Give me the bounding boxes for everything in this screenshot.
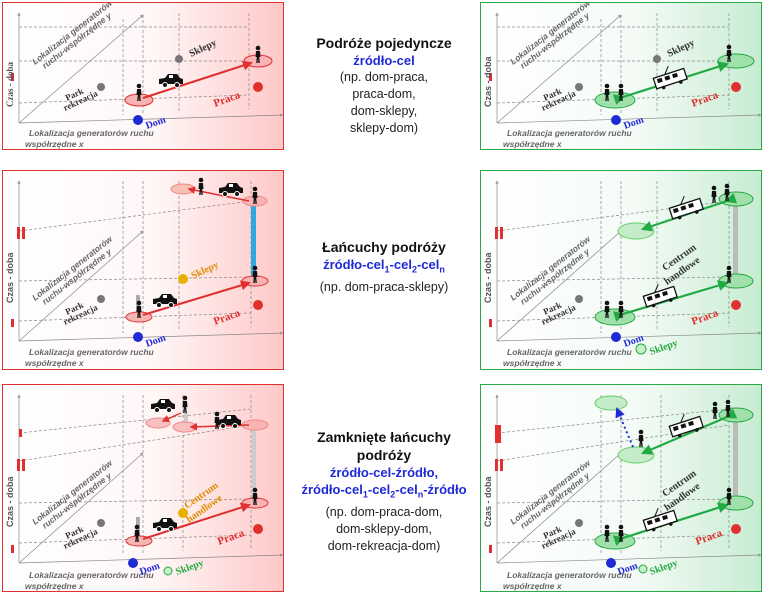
svg-text:Praca: Praca bbox=[690, 89, 720, 110]
svg-text:ruchu-współrzędne y: ruchu-współrzędne y bbox=[518, 10, 592, 71]
stay-bar-work bbox=[251, 201, 256, 283]
svg-text:Praca: Praca bbox=[216, 527, 246, 548]
svg-text:Sklepy: Sklepy bbox=[174, 558, 205, 578]
row3-desc-1: (np. dom-praca-dom, bbox=[325, 504, 443, 519]
row1-desc-1: (np. dom-praca, bbox=[339, 70, 429, 84]
axis-y-label-1: Lokalizacja generatorów bbox=[30, 3, 115, 67]
svg-text:Lokalizacja generatorów: Lokalizacja generatorów bbox=[508, 233, 593, 303]
row3-blue-2: źródło-cel1-cel2-celn-źródło bbox=[301, 482, 467, 500]
praca-marker: Praca bbox=[212, 82, 263, 110]
axis-x-label-2: współrzędne x bbox=[25, 139, 85, 149]
row2-description: Łańcuchy podróży źródło-cel1-cel2-celn (… bbox=[292, 238, 476, 296]
svg-text:Lokalizacja generatorów: Lokalizacja generatorów bbox=[508, 3, 593, 67]
axis-time-label: Czas - doba bbox=[5, 61, 15, 107]
svg-text:Czas - doba: Czas - doba bbox=[483, 55, 493, 107]
svg-text:Dom: Dom bbox=[622, 114, 646, 132]
svg-text:współrzędne x: współrzędne x bbox=[503, 358, 563, 368]
panel-single-trips-car: Czas - doba Lokalizacja generatorów ruch… bbox=[2, 2, 284, 150]
panel-trip-chains-car: Czas - doba Lokalizacja generatorów ruch… bbox=[2, 170, 284, 370]
svg-text:Lokalizacja generatorów: Lokalizacja generatorów bbox=[30, 457, 115, 527]
panel-closed-chains-car: Czas - doba Lokalizacja generatorów ruch… bbox=[2, 384, 284, 592]
svg-text:Lokalizacja generatorów: Lokalizacja generatorów bbox=[30, 233, 115, 303]
panel-single-trips-tram: Czas - doba Lokalizacja generatorów ruch… bbox=[480, 2, 762, 150]
row3-desc-2: dom-sklepy-dom, bbox=[336, 521, 432, 536]
row1-description: Podróże pojedyncze źródło-cel (np. dom-p… bbox=[292, 34, 476, 137]
svg-text:Lokalizacja generatorów ruchu: Lokalizacja generatorów ruchu bbox=[29, 570, 155, 580]
svg-text:współrzędne x: współrzędne x bbox=[25, 581, 85, 591]
sklepy-marker: Sklepy bbox=[175, 38, 218, 63]
svg-text:Czas - doba: Czas - doba bbox=[5, 251, 15, 303]
svg-text:Lokalizacja generatorów: Lokalizacja generatorów bbox=[508, 457, 593, 527]
row1-desc-4: sklepy-dom) bbox=[349, 121, 419, 135]
row3-title-2: podróży bbox=[356, 447, 412, 463]
trip-arrow bbox=[142, 60, 253, 99]
row1-title: Podróże pojedyncze bbox=[316, 35, 452, 51]
row1-desc-3: dom-sklepy, bbox=[350, 104, 418, 118]
svg-text:Sklepy: Sklepy bbox=[666, 38, 697, 60]
svg-text:Dom: Dom bbox=[144, 114, 168, 132]
row2-title: Łańcuchy podróży bbox=[322, 239, 446, 255]
svg-text:Sklepy: Sklepy bbox=[188, 38, 219, 60]
axis-y-label-2: ruchu-współrzędne y bbox=[40, 10, 114, 71]
svg-text:Sklepy: Sklepy bbox=[648, 338, 679, 358]
car-icon bbox=[158, 73, 184, 88]
panel-trip-chains-tram: Czas - doba Lokalizacja generatorów ruch… bbox=[480, 170, 762, 370]
svg-text:Praca: Praca bbox=[212, 89, 242, 110]
svg-text:Lokalizacja generatorów ruchu: Lokalizacja generatorów ruchu bbox=[507, 128, 633, 138]
row1-blue: źródło-cel bbox=[353, 53, 415, 68]
svg-text:Lokalizacja generatorów ruchu: Lokalizacja generatorów ruchu bbox=[507, 570, 633, 580]
svg-text:Czas - doba: Czas - doba bbox=[483, 251, 493, 303]
row3-desc-3: dom-rekreacja-dom) bbox=[327, 538, 441, 553]
svg-text:współrzędne x: współrzędne x bbox=[503, 139, 563, 149]
svg-text:współrzędne x: współrzędne x bbox=[25, 358, 85, 368]
row3-title-1: Zamknięte łańcuchy bbox=[317, 429, 451, 445]
svg-text:współrzędne x: współrzędne x bbox=[503, 581, 563, 591]
svg-text:Sklepy: Sklepy bbox=[190, 260, 221, 282]
panel-closed-chains-tram: Czas - doba Lokalizacja generatorów ruch… bbox=[480, 384, 762, 592]
time-marker bbox=[11, 73, 14, 81]
row2-blue: źródło-cel1-cel2-celn bbox=[323, 257, 445, 275]
svg-text:Praca: Praca bbox=[690, 307, 720, 328]
row1-desc-2: praca-dom, bbox=[352, 87, 416, 101]
svg-text:Praca: Praca bbox=[212, 307, 242, 328]
svg-text:Sklepy: Sklepy bbox=[648, 558, 679, 578]
svg-text:Dom: Dom bbox=[144, 332, 168, 350]
axis-x-label-1: Lokalizacja generatorów ruchu bbox=[29, 128, 155, 138]
svg-text:Czas - doba: Czas - doba bbox=[5, 475, 15, 527]
svg-text:Lokalizacja generatorów ruchu: Lokalizacja generatorów ruchu bbox=[507, 347, 633, 357]
svg-text:Lokalizacja generatorów ruchu: Lokalizacja generatorów ruchu bbox=[29, 347, 155, 357]
axes-grid bbox=[17, 12, 283, 124]
row3-blue-1: źródło-cel-źródło, bbox=[329, 465, 439, 480]
svg-text:Praca: Praca bbox=[694, 527, 724, 548]
svg-text:Czas - doba: Czas - doba bbox=[483, 475, 493, 527]
row3-description: Zamknięte łańcuchy podróży źródło-cel-źr… bbox=[292, 428, 476, 555]
row2-desc: (np. dom-praca-sklepy) bbox=[319, 279, 449, 294]
